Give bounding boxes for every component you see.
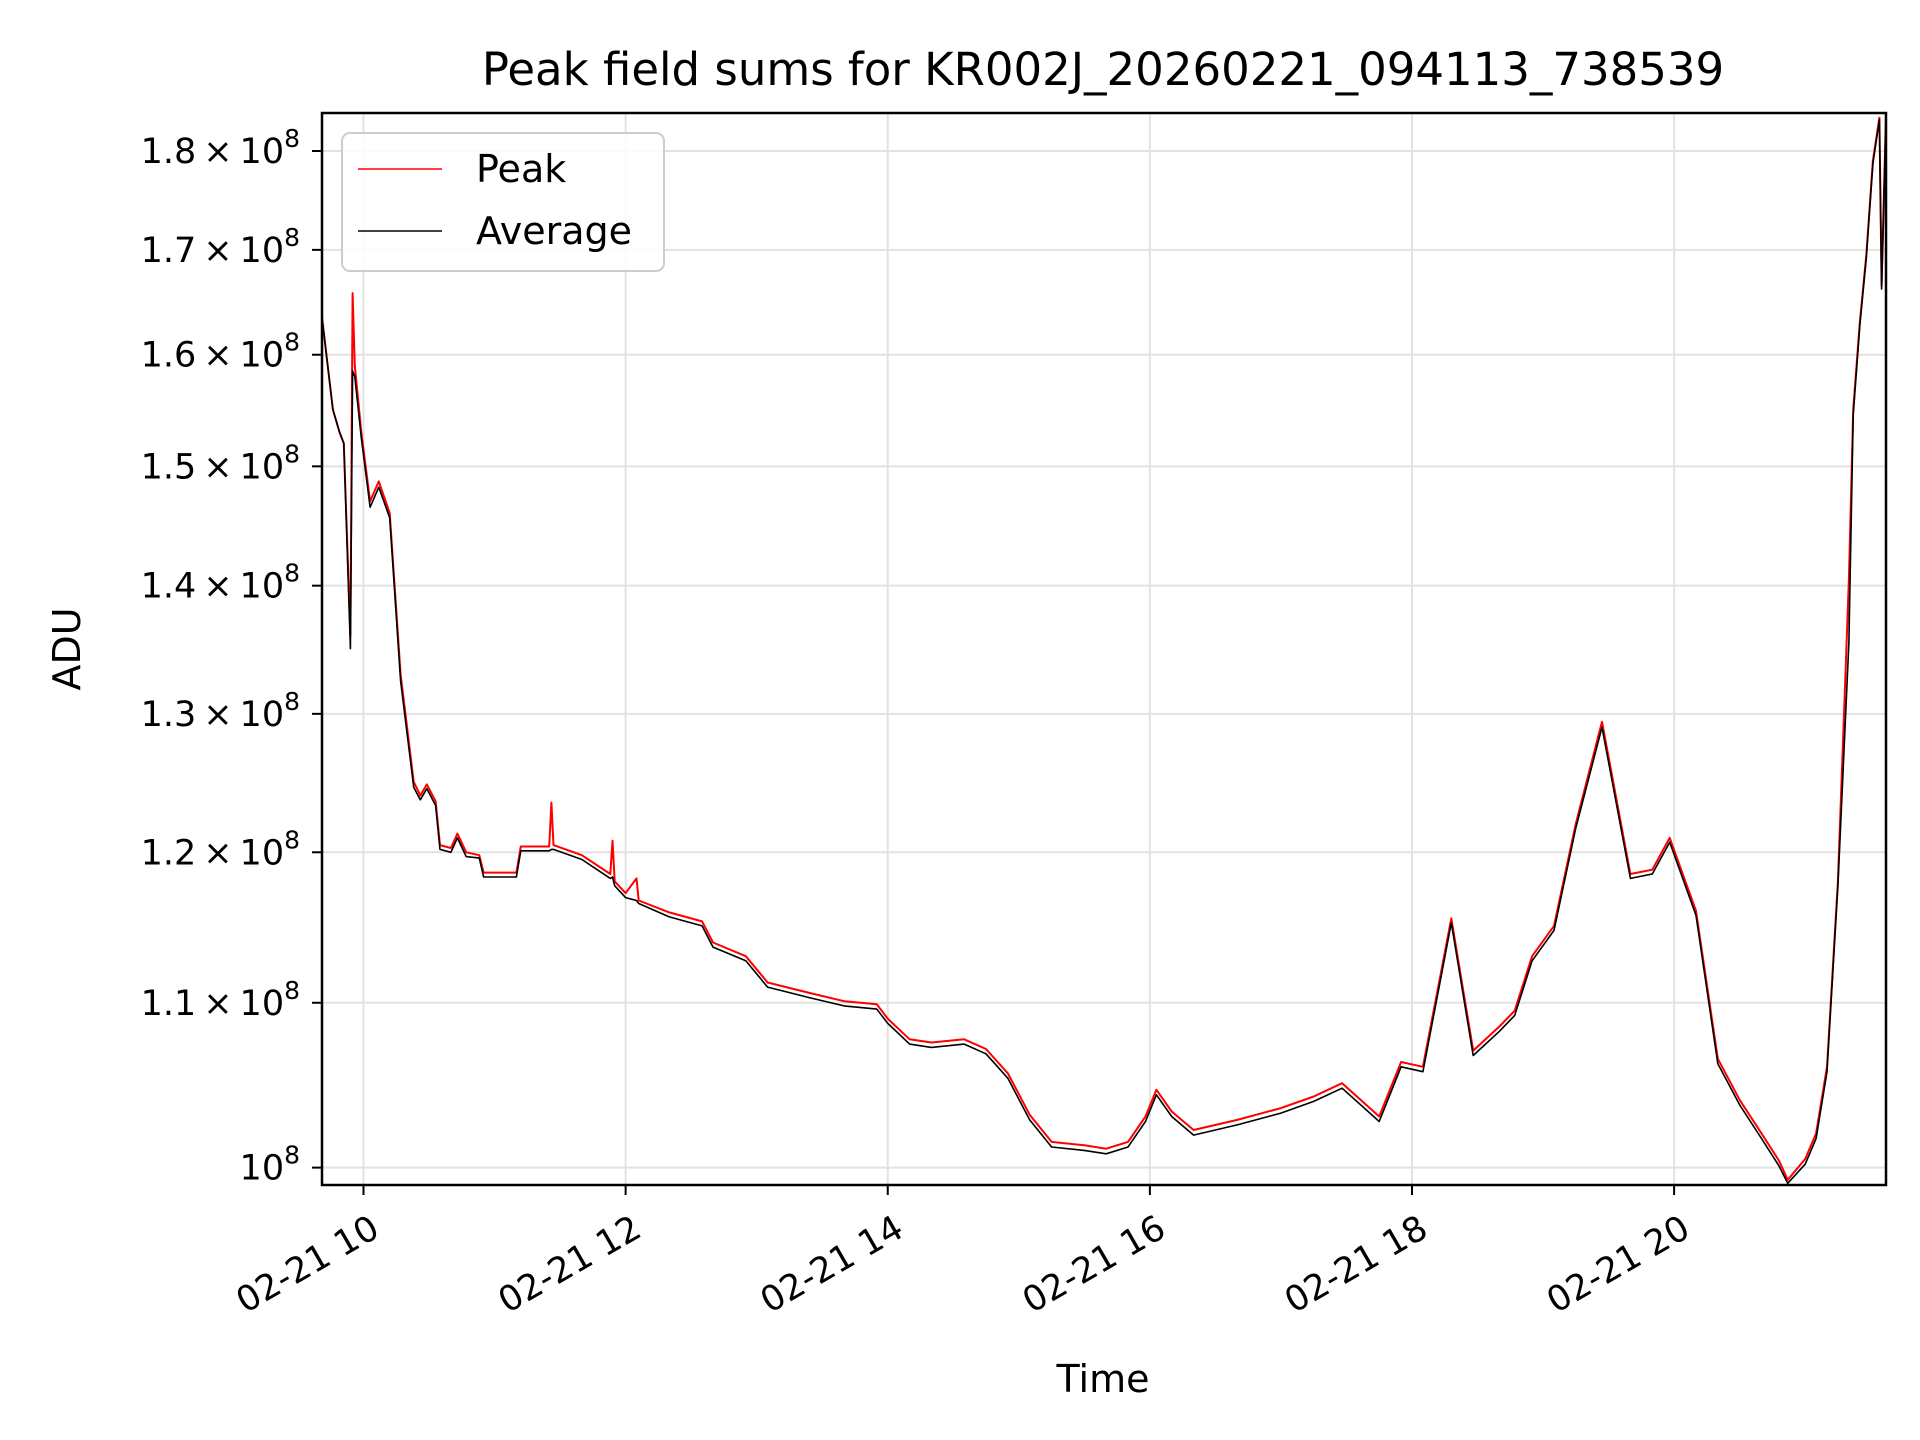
y-tick-label: 1.3 × 108 — [141, 687, 300, 735]
y-tick-label: 1.6 × 108 — [141, 328, 300, 376]
plot-frame — [320, 111, 1888, 1187]
y-tick-label: 1.5 × 108 — [141, 439, 300, 487]
y-axis-label: ADU — [45, 607, 89, 690]
chart-title: Peak field sums for KR002J_20260221_0941… — [482, 43, 1724, 96]
y-tick-label: 1.2 × 108 — [141, 825, 300, 873]
y-tick-label: 1.7 × 108 — [141, 223, 300, 271]
y-axis-ticks: 108 1.1 × 108 1.2 × 108 1.3 × 108 1.4 × 108 1… — [141, 124, 322, 1189]
y-tick-label: 1.4 × 108 — [141, 559, 300, 607]
legend-label-average: Average — [476, 209, 632, 253]
series-line-average — [321, 114, 1887, 1185]
y-tick-label: 108 — [240, 1141, 300, 1189]
legend: Peak Average — [341, 132, 665, 272]
legend-label-peak: Peak — [476, 147, 566, 191]
x-axis-label: Time — [1056, 1357, 1150, 1401]
legend-box — [341, 132, 665, 272]
grid-lines — [322, 113, 1886, 1185]
series-lines — [321, 112, 1887, 1185]
y-tick-label: 1.8 × 108 — [141, 124, 300, 172]
y-tick-label: 1.1 × 108 — [141, 976, 300, 1024]
